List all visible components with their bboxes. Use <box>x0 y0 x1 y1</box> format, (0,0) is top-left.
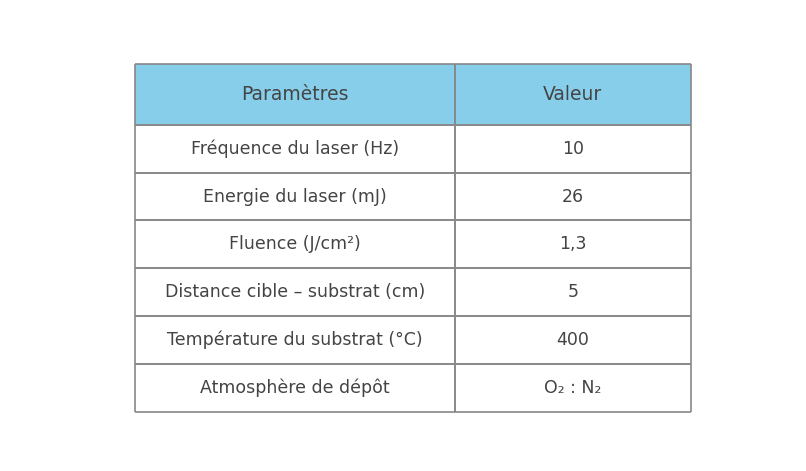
Text: 10: 10 <box>562 139 584 158</box>
Bar <box>455 64 691 125</box>
Text: Distance cible – substrat (cm): Distance cible – substrat (cm) <box>164 283 425 301</box>
Bar <box>135 125 455 172</box>
Text: 5: 5 <box>567 283 579 301</box>
Bar <box>135 220 455 268</box>
Bar <box>455 268 691 316</box>
Text: Fluence (J/cm²): Fluence (J/cm²) <box>229 236 361 253</box>
Text: Valeur: Valeur <box>543 85 603 104</box>
Text: Energie du laser (mJ): Energie du laser (mJ) <box>203 187 387 205</box>
Text: 400: 400 <box>556 331 589 349</box>
Text: 26: 26 <box>562 187 584 205</box>
Text: Température du substrat (°C): Température du substrat (°C) <box>167 331 423 349</box>
Text: Atmosphère de dépôt: Atmosphère de dépôt <box>200 379 390 397</box>
Text: Paramètres: Paramètres <box>241 85 349 104</box>
Bar <box>455 220 691 268</box>
Bar <box>455 172 691 220</box>
Bar <box>135 172 455 220</box>
Bar <box>135 268 455 316</box>
Text: Fréquence du laser (Hz): Fréquence du laser (Hz) <box>191 139 399 158</box>
Text: O₂ : N₂: O₂ : N₂ <box>544 379 601 397</box>
Text: 1,3: 1,3 <box>559 236 587 253</box>
Bar <box>455 364 691 412</box>
Bar <box>135 64 455 125</box>
Bar <box>455 125 691 172</box>
Bar <box>135 316 455 364</box>
Bar <box>135 364 455 412</box>
Bar <box>455 316 691 364</box>
